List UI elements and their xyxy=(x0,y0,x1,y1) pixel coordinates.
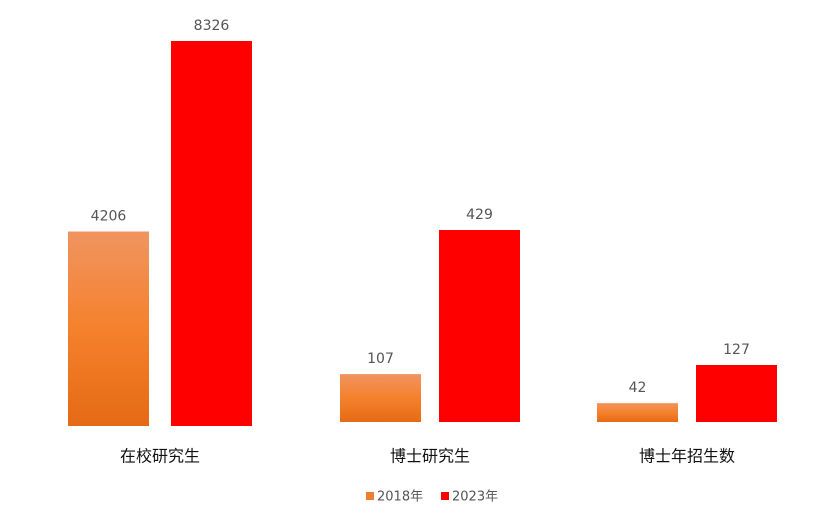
legend-label: 2023年 xyxy=(452,490,498,505)
bar xyxy=(439,230,520,422)
value-label: 42 xyxy=(629,380,647,396)
x-tick-label: 博士年招生数 xyxy=(639,447,735,466)
value-label: 8326 xyxy=(194,18,230,34)
bar xyxy=(696,365,777,422)
bar xyxy=(68,231,149,426)
value-label: 429 xyxy=(466,207,493,223)
legend-swatch xyxy=(441,492,449,500)
bar xyxy=(171,41,252,426)
legend-label: 2018年 xyxy=(377,490,423,505)
bar xyxy=(597,403,678,422)
bar xyxy=(340,374,421,422)
value-label: 107 xyxy=(367,351,394,367)
x-tick-label: 博士研究生 xyxy=(390,447,470,466)
legend-swatch xyxy=(366,492,374,500)
value-label: 127 xyxy=(723,342,750,358)
value-label: 4206 xyxy=(91,209,127,225)
x-tick-label: 在校研究生 xyxy=(120,447,200,466)
